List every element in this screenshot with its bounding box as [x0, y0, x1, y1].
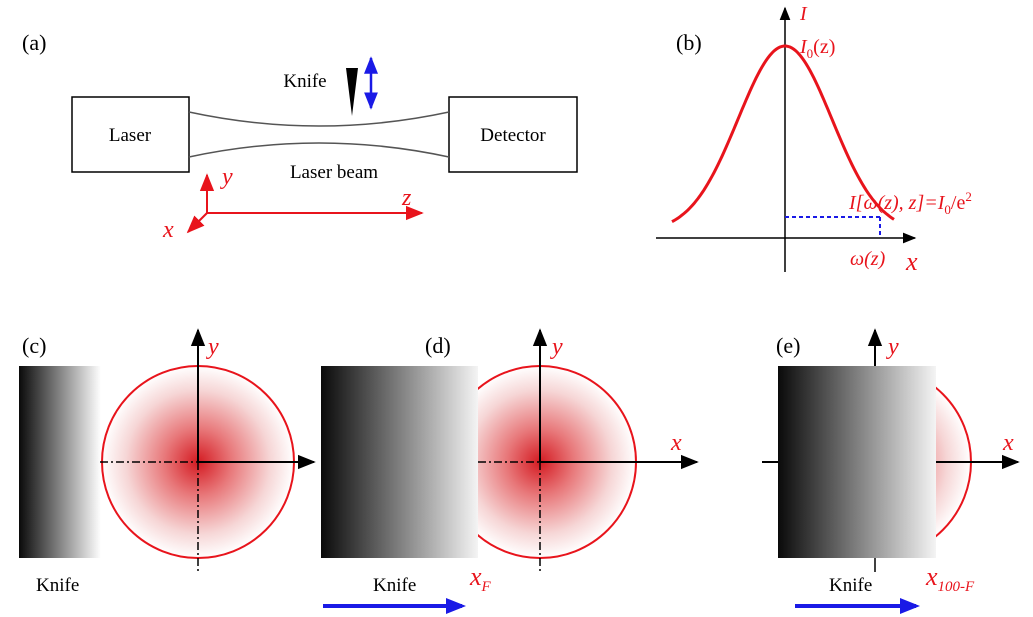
knife-label-c: Knife [36, 575, 79, 596]
beam-upper-edge [188, 111, 450, 127]
panel-c: (c) y Knife [19, 328, 316, 596]
axis-i-label: I [799, 3, 808, 25]
knife-block-d [321, 366, 478, 558]
knife-label-d: Knife [373, 575, 416, 596]
axis-z-label-a: z [401, 185, 412, 211]
panel-e: (e) y x Knife x100-F [762, 328, 1020, 614]
knife-block-e [778, 366, 936, 558]
panel-d-tag: (d) [425, 333, 451, 358]
peak-label: I0(z) [799, 36, 835, 61]
knife-block-c [19, 366, 101, 558]
gaussian-profile-curve [671, 44, 895, 224]
knife-label-a: Knife [283, 71, 326, 92]
panel-b: (b) I I0(z) I[ω(z), z]=I0/e2 ω(z) x [656, 3, 972, 276]
position-label-d: xF [469, 562, 492, 595]
beam-lower-edge [188, 142, 450, 158]
detector-box [448, 96, 578, 173]
panel-e-tag: (e) [776, 333, 800, 358]
knife-label-e: Knife [829, 575, 872, 596]
position-label-e: x100-F [925, 562, 975, 595]
axis-x-label-b: x [905, 247, 918, 276]
panel-b-tag: (b) [676, 30, 702, 55]
detector-label: Detector [480, 125, 546, 146]
axis-y-label-e: y [886, 334, 899, 360]
width-label: ω(z) [850, 248, 886, 270]
knife-blade-icon [346, 68, 358, 116]
axis-y-label-a: y [220, 164, 233, 190]
width-condition-label: I[ω(z), z]=I0/e2 [848, 189, 972, 217]
laser-box [71, 96, 190, 173]
axis-y-label-d: y [550, 334, 563, 360]
axis-x-label-a: x [162, 217, 174, 243]
axis-x-label-d: x [670, 430, 682, 456]
axis-x-label-e: x [1002, 430, 1014, 456]
panel-c-tag: (c) [22, 333, 46, 358]
panel-a-tag: (a) [22, 30, 46, 55]
laser-label: Laser [109, 125, 152, 146]
axis-y-label-c: y [206, 334, 219, 360]
beam-label: Laser beam [290, 162, 378, 183]
panel-a: (a) Laser Detector Knife Laser beam y z … [22, 30, 578, 243]
panel-d: (d) y x Knife xF [321, 328, 699, 614]
axis-x-arrow-a [186, 212, 208, 234]
